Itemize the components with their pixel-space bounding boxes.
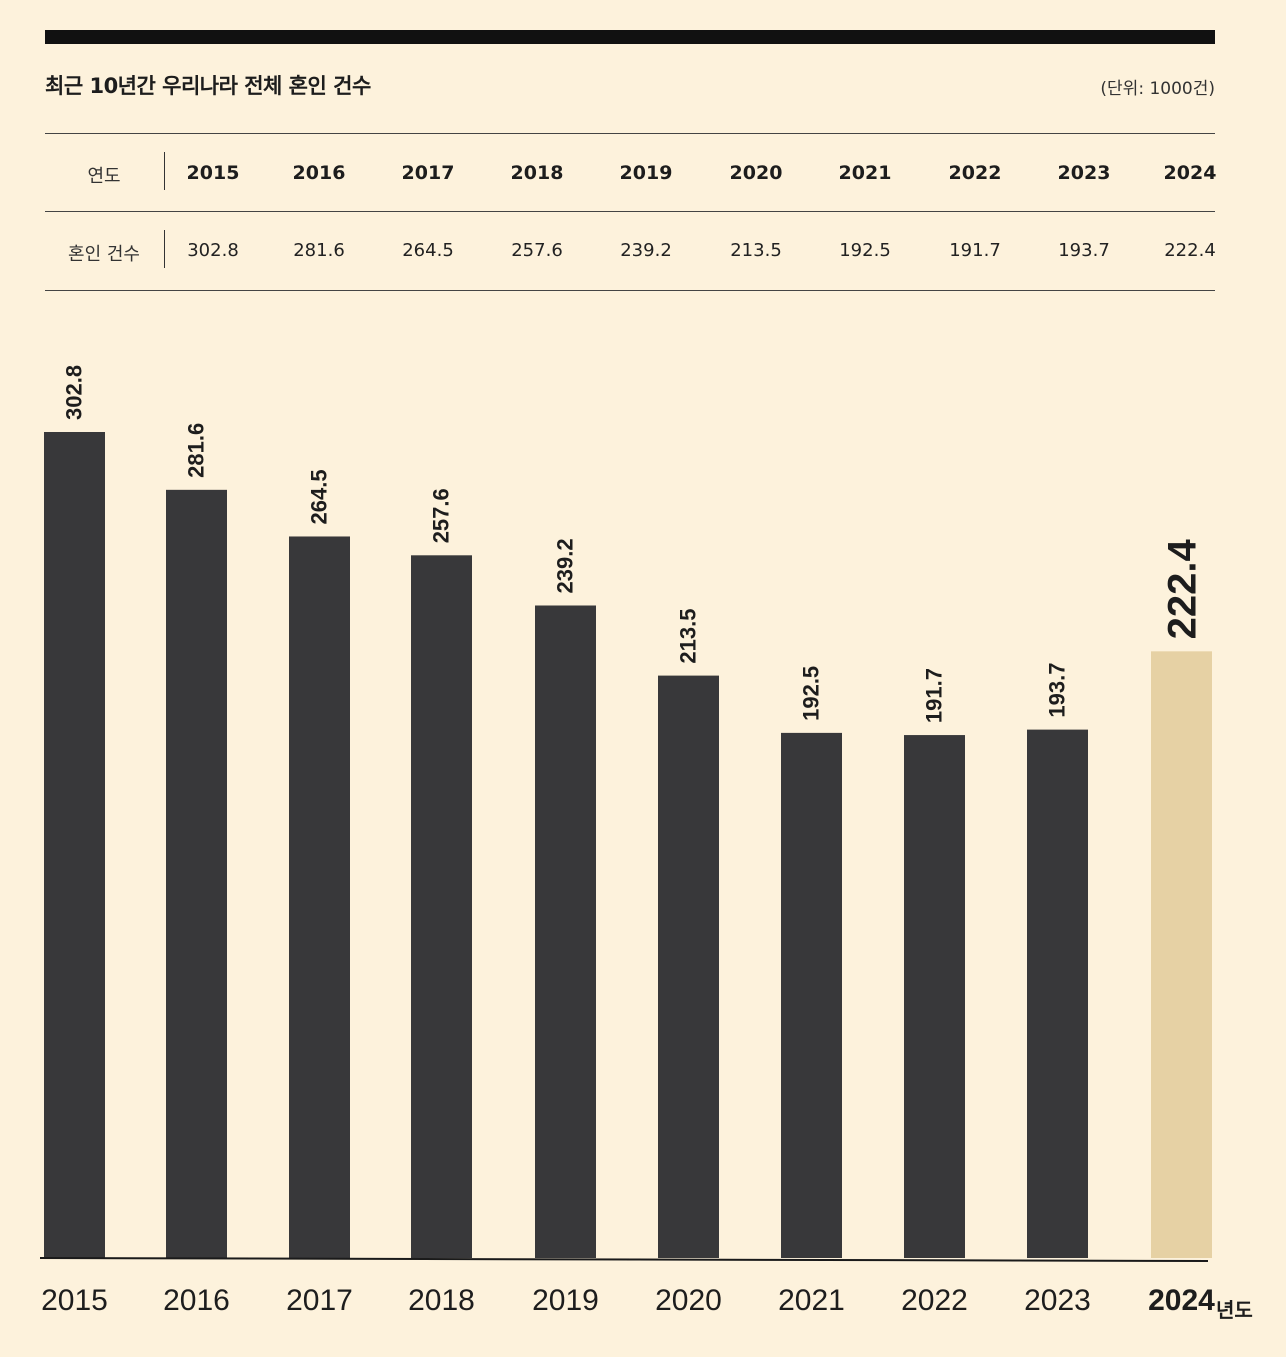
table-year-cell: 2015: [186, 162, 240, 184]
bar-2015: [44, 432, 105, 1258]
data-label-2023: 193.7: [1045, 663, 1070, 718]
table-year-cell: 2019: [619, 162, 673, 184]
x-tick-2016: 2016: [163, 1284, 230, 1317]
table-value-cell: 192.5: [839, 240, 891, 261]
bar-2019: [535, 605, 596, 1258]
x-tick-2021: 2021: [778, 1284, 845, 1317]
table-top-rule: [45, 133, 1215, 134]
table-divider: [164, 230, 165, 268]
data-label-2022: 191.7: [922, 668, 947, 723]
x-tick-2022: 2022: [901, 1284, 968, 1317]
data-label-2024: 222.4: [1161, 538, 1205, 639]
data-label-2019: 239.2: [553, 538, 578, 593]
bar-2018: [411, 555, 472, 1258]
data-label-2017: 264.5: [307, 469, 332, 524]
table-value-cell: 281.6: [293, 240, 345, 261]
table-divider: [164, 152, 165, 190]
table-year-cell: 2022: [948, 162, 1002, 184]
table-value-cell: 193.7: [1058, 240, 1110, 261]
bar-2017: [289, 536, 350, 1258]
table-value-header: 혼인 건수: [68, 244, 140, 265]
bar-2024: [1151, 651, 1212, 1258]
table-year-cell: 2023: [1057, 162, 1111, 184]
table-value-cell: 213.5: [730, 240, 782, 261]
data-label-2016: 281.6: [184, 423, 209, 478]
table-value-cell: 222.4: [1164, 240, 1216, 261]
x-tick-2020: 2020: [655, 1284, 722, 1317]
x-tick-2019: 2019: [532, 1284, 599, 1317]
table-year-cell: 2020: [729, 162, 783, 184]
table-year-cell: 2024: [1163, 162, 1217, 184]
table-value-cell: 191.7: [949, 240, 1001, 261]
top-rule: [45, 30, 1215, 44]
data-label-2015: 302.8: [62, 365, 87, 420]
data-label-2018: 257.6: [429, 488, 454, 543]
table-mid-rule: [45, 211, 1215, 212]
unit-note: (단위: 1000건): [1100, 79, 1215, 99]
bar-2022: [904, 735, 965, 1258]
chart-title: 최근 10년간 우리나라 전체 혼인 건수: [45, 74, 371, 98]
table-year-cell: 2016: [292, 162, 346, 184]
table-year-cell: 2021: [838, 162, 892, 184]
x-tick-2015: 2015: [41, 1284, 108, 1317]
table-value-cell: 264.5: [402, 240, 454, 261]
bar-2016: [166, 489, 227, 1258]
x-tick-2018: 2018: [408, 1284, 475, 1317]
x-tick-2017: 2017: [286, 1284, 353, 1317]
table-value-cell: 302.8: [187, 240, 239, 261]
bar-2021: [781, 732, 842, 1258]
data-label-2020: 213.5: [676, 609, 701, 664]
table-year-cell: 2018: [510, 162, 564, 184]
table-bottom-rule: [45, 290, 1215, 291]
x-tick-2023: 2023: [1024, 1284, 1091, 1317]
bar-2023: [1027, 729, 1088, 1258]
data-label-2021: 192.5: [799, 666, 824, 721]
table-year-header: 연도: [87, 166, 121, 187]
x-axis-suffix: 년도: [1216, 1298, 1253, 1322]
x-tick-2024: 2024: [1148, 1284, 1215, 1317]
x-axis-baseline: [39, 1257, 1209, 1262]
table-year-cell: 2017: [401, 162, 455, 184]
bar-2020: [658, 675, 719, 1258]
table-value-cell: 257.6: [511, 240, 563, 261]
table-value-cell: 239.2: [620, 240, 672, 261]
